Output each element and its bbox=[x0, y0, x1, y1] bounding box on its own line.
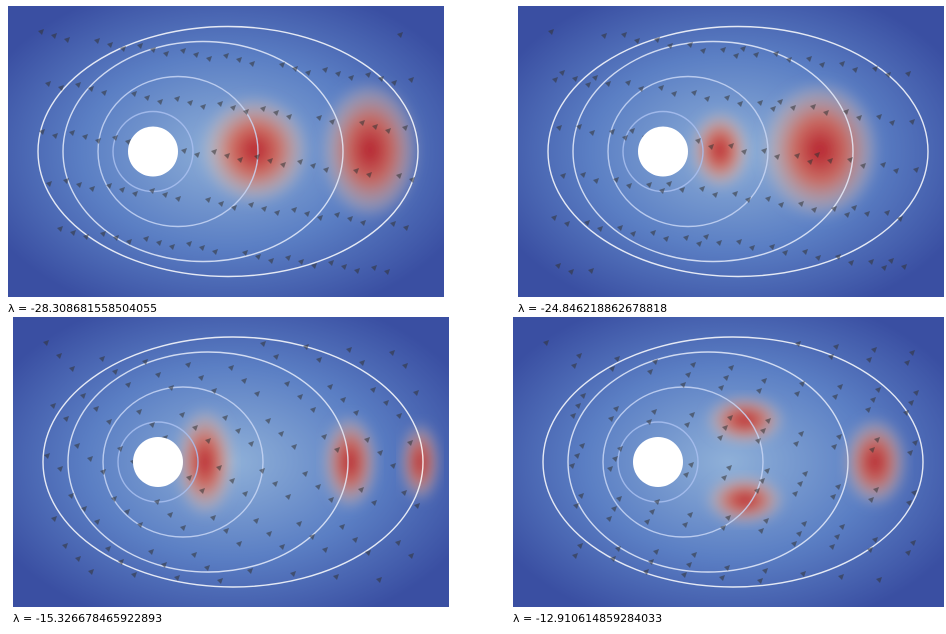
figure: λ = -28.308681558504055 λ = -24.846218862… bbox=[0, 0, 946, 630]
cylinder bbox=[638, 127, 688, 177]
flow-panel: λ = -24.846218862678818 bbox=[518, 6, 944, 315]
cylinder bbox=[128, 127, 178, 177]
flow-panel: λ = -15.326678465922893 bbox=[13, 317, 449, 625]
flow-panel: λ = -28.308681558504055 bbox=[8, 6, 444, 315]
vorticity-blob bbox=[843, 417, 907, 507]
eigenvalue-label: λ = -15.326678465922893 bbox=[13, 612, 162, 625]
eigenvalue-label: λ = -24.846218862678818 bbox=[518, 302, 667, 315]
panel-content bbox=[513, 317, 944, 607]
eigenvalue-label: λ = -28.308681558504055 bbox=[8, 302, 157, 315]
vorticity-blob bbox=[705, 475, 785, 525]
panel-content bbox=[8, 6, 444, 297]
panel-content bbox=[13, 317, 449, 607]
cylinder bbox=[133, 437, 183, 487]
vorticity-blob bbox=[322, 414, 378, 510]
vorticity-blob bbox=[400, 422, 440, 502]
cylinder bbox=[633, 437, 683, 487]
vorticity-blob bbox=[705, 395, 785, 445]
panel-content bbox=[518, 6, 944, 297]
vorticity-blob bbox=[320, 80, 420, 220]
flow-panel: λ = -12.910614859284033 bbox=[513, 317, 944, 625]
vorticity-blob bbox=[175, 407, 235, 517]
eigenvalue-label: λ = -12.910614859284033 bbox=[513, 612, 662, 625]
vorticity-blob bbox=[690, 110, 750, 190]
